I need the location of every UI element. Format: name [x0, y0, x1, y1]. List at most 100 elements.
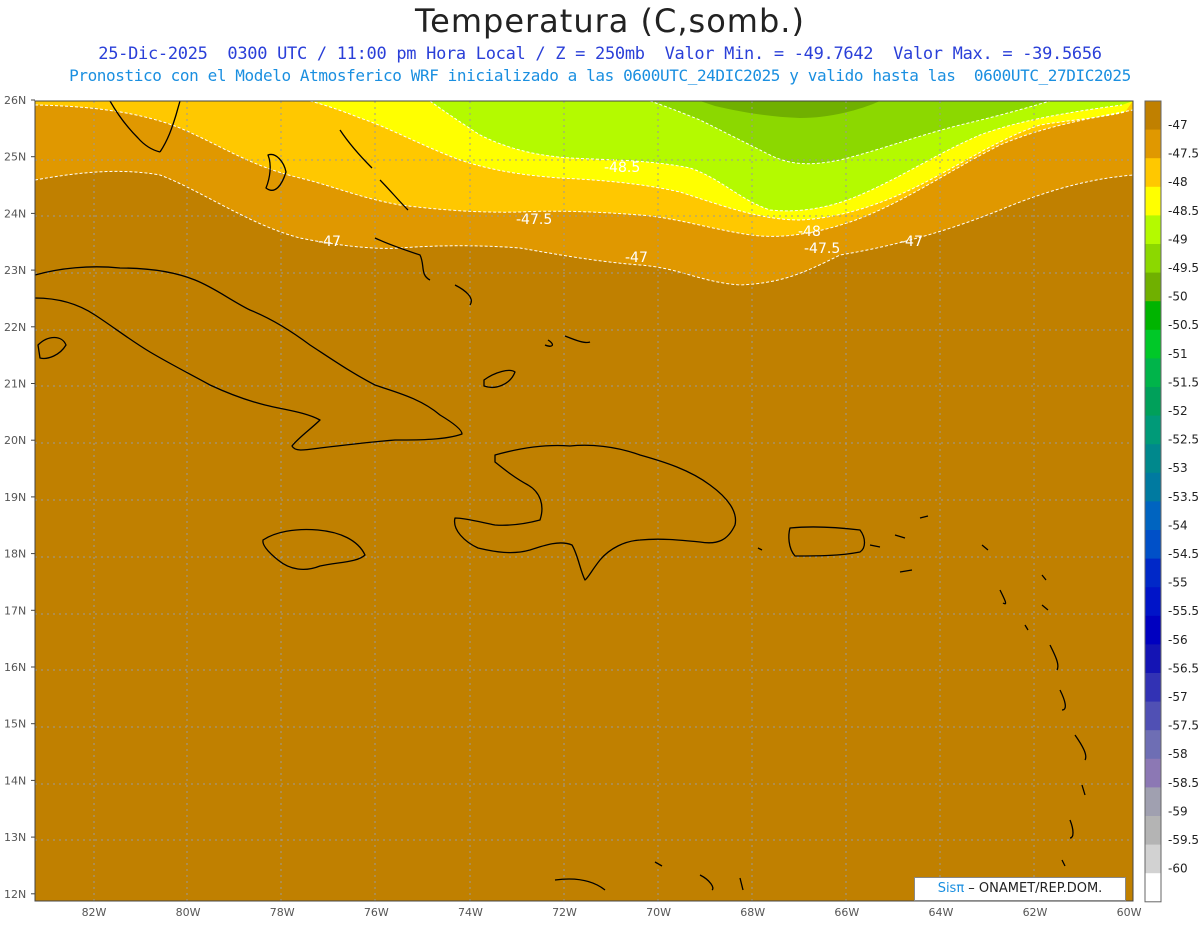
lon-label: 66W — [834, 906, 859, 919]
lon-label: 64W — [928, 906, 953, 919]
longitude-labels: 82W 80W 78W 76W 74W 72W 70W 68W 66W 64W 62W 60W — [82, 906, 1142, 919]
colorbar-swatch — [1145, 129, 1161, 159]
colorbar-swatch — [1145, 758, 1161, 788]
colorbar-swatch — [1145, 673, 1161, 703]
colorbar-label: -50.5 — [1168, 318, 1199, 332]
colorbar-label: -58.5 — [1168, 776, 1199, 790]
colorbar-swatch — [1145, 587, 1161, 617]
contour-label: -48 — [798, 224, 821, 240]
colorbar-label: -52.5 — [1168, 433, 1199, 447]
colorbar-frame — [1144, 100, 1162, 903]
latitude-labels: 26N 25N 24N 23N 22N 21N 20N 19N 18N 17N 16N 15N 14N 1… — [4, 94, 35, 901]
lat-label: 24N — [4, 207, 26, 220]
colorbar-label: -53.5 — [1168, 490, 1199, 504]
colorbar-swatch — [1145, 816, 1161, 846]
coast-bahamas-andros — [265, 153, 287, 191]
lat-label: 19N — [4, 491, 26, 504]
colorbar-swatch — [1145, 186, 1161, 216]
coast-hispaniola — [453, 444, 737, 581]
field-band-50 — [700, 101, 880, 118]
colorbar-swatch — [1145, 873, 1161, 903]
lat-label: 17N — [4, 604, 26, 617]
field-band-49-5 — [650, 101, 1050, 164]
colorbar-swatch — [1145, 530, 1161, 560]
lon-label: 78W — [270, 906, 295, 919]
colorbar-label: -54.5 — [1168, 547, 1199, 561]
coast-puerto-rico — [788, 526, 866, 557]
lon-label: 62W — [1023, 906, 1048, 919]
colorbar-label: -56.5 — [1168, 661, 1199, 675]
colorbar-swatch — [1145, 444, 1161, 474]
colorbar-swatch — [1145, 615, 1161, 645]
lat-label: 18N — [4, 548, 26, 561]
credit-box: Sisπ – ONAMET/REP.DOM. — [914, 877, 1126, 901]
colorbar-swatch — [1145, 730, 1161, 760]
contour-label: -47 — [318, 234, 341, 250]
colorbar-label: -55 — [1168, 576, 1188, 590]
colorbar-label: -59 — [1168, 804, 1188, 818]
contour-label: -47 — [625, 250, 648, 266]
coast-jamaica — [262, 528, 366, 571]
colorbar-swatch — [1145, 701, 1161, 731]
plot-frame — [34, 100, 1134, 902]
lat-label: 12N — [4, 888, 26, 901]
colorbar-swatch — [1145, 329, 1161, 359]
colorbar-label: -50 — [1168, 290, 1188, 304]
colorbar-label: -58 — [1168, 747, 1188, 761]
contour-label: -47.5 — [516, 212, 552, 228]
lon-label: 60W — [1117, 906, 1142, 919]
colorbar-swatch — [1145, 158, 1161, 188]
colorbar-label: -51.5 — [1168, 375, 1199, 389]
contour-label: -47.5 — [804, 241, 840, 257]
colorbar-swatch — [1145, 215, 1161, 245]
valid-time-line: 25-Dic-2025 0300 UTC / 11:00 pm Hora Loc… — [98, 44, 1102, 64]
contour-label: -47 — [900, 234, 923, 250]
lon-label: 74W — [458, 906, 483, 919]
colorbar-swatch — [1145, 844, 1161, 874]
lon-label: 82W — [82, 906, 107, 919]
contour-label: -48.5 — [604, 160, 640, 176]
colorbar: -47 -47.5 -48 -48.5 -49 -49.5 -50 -50.5 -51 -51.5… — [1144, 100, 1199, 903]
colorbar-label: -48.5 — [1168, 204, 1199, 218]
lat-label: 26N — [4, 94, 26, 107]
colorbar-swatch — [1145, 301, 1161, 331]
colorbar-label: -56 — [1168, 633, 1188, 647]
colorbar-swatch — [1145, 787, 1161, 817]
map-title: Temperatura (C,somb.) — [415, 2, 805, 40]
colorbar-label: -52 — [1168, 404, 1188, 418]
colorbar-swatch — [1145, 501, 1161, 531]
lat-label: 16N — [4, 661, 26, 674]
contour-labels: -48.5 -47.5 -47 -47 -48 -47.5 -47 — [318, 160, 923, 266]
lon-label: 72W — [552, 906, 577, 919]
lat-label: 14N — [4, 774, 26, 787]
coast-south-america — [554, 861, 744, 891]
colorbar-label: -60 — [1168, 862, 1188, 876]
colorbar-label: -59.5 — [1168, 833, 1199, 847]
lat-label: 20N — [4, 434, 26, 447]
colorbar-swatch — [1145, 472, 1161, 502]
colorbar-label: -55.5 — [1168, 604, 1199, 618]
colorbar-swatch — [1145, 644, 1161, 674]
lat-label: 25N — [4, 151, 26, 164]
colorbar-label: -54 — [1168, 518, 1188, 532]
lon-label: 80W — [176, 906, 201, 919]
colorbar-label: -53 — [1168, 461, 1188, 475]
lon-label: 68W — [740, 906, 765, 919]
colorbar-label: -57.5 — [1168, 719, 1199, 733]
lat-label: 13N — [4, 831, 26, 844]
lat-label: 15N — [4, 718, 26, 731]
coast-lesser-antilles — [981, 544, 1087, 867]
model-info-line: Pronostico con el Modelo Atmosferico WRF… — [69, 66, 1131, 85]
lon-label: 70W — [646, 906, 671, 919]
colorbar-swatch — [1145, 558, 1161, 588]
graticule — [35, 101, 1133, 901]
colorbar-label: -48 — [1168, 175, 1188, 189]
coast-cuba — [35, 266, 463, 451]
colorbar-swatch — [1145, 244, 1161, 274]
colorbar-swatch — [1145, 415, 1161, 445]
colorbar-label: -49.5 — [1168, 261, 1199, 275]
colorbar-swatch — [1145, 101, 1161, 131]
lat-label: 21N — [4, 378, 26, 391]
lat-label: 22N — [4, 321, 26, 334]
coast-virgin-islands — [757, 515, 929, 573]
